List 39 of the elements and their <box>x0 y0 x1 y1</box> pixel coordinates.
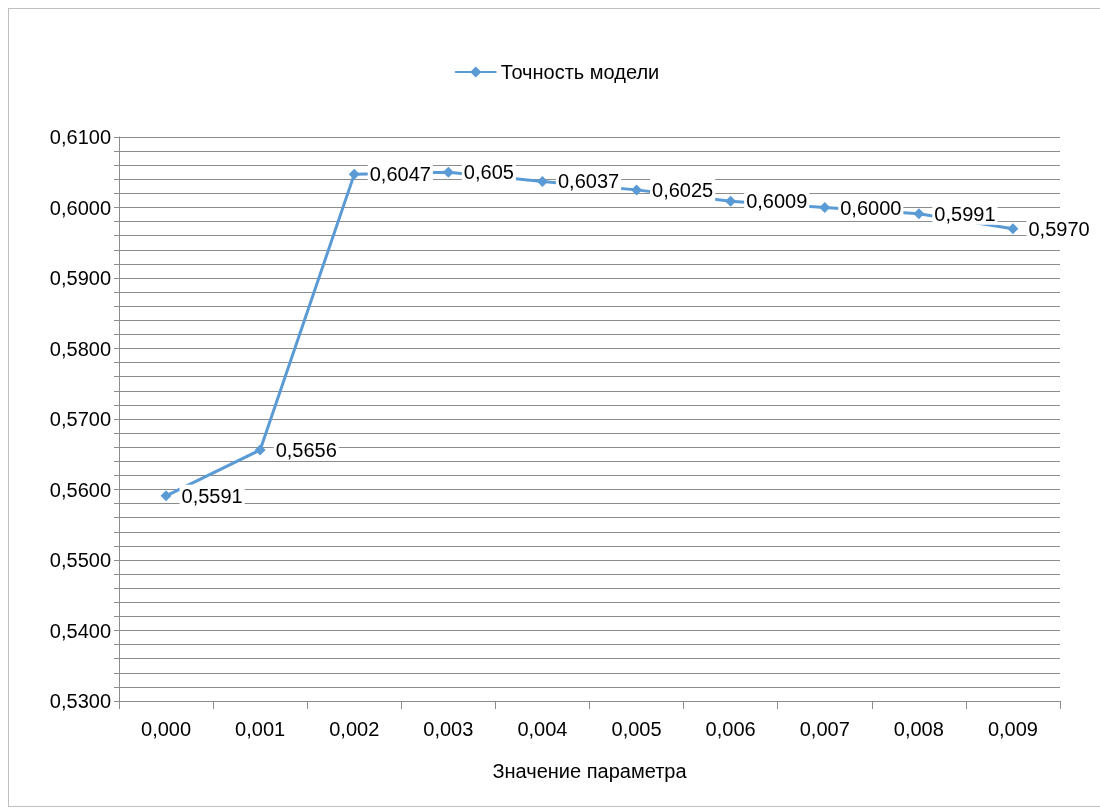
data-label: 0,5656 <box>275 439 337 462</box>
point <box>348 168 360 180</box>
y-tick-label: 0,5800 <box>49 337 111 360</box>
y-tick-label: 0,6000 <box>49 196 111 219</box>
y-tick-label: 0,5500 <box>49 549 111 571</box>
data-label: 0,6037 <box>557 170 620 193</box>
x-tick-label: 0,008 <box>893 718 944 740</box>
y-tick-label: 0,5900 <box>49 267 111 289</box>
point <box>536 175 548 187</box>
data-label: 0,6025 <box>652 178 714 201</box>
y-tick-label: 0,5600 <box>49 478 111 501</box>
data-label: 0,5991 <box>934 202 996 225</box>
x-tick-label: 0,002 <box>329 718 380 740</box>
point <box>913 208 925 220</box>
data-label: 0,6000 <box>840 196 902 219</box>
data-label: 0,6009 <box>746 190 808 213</box>
y-tick-label: 0,5300 <box>49 690 111 712</box>
x-tick-label: 0,005 <box>611 718 662 740</box>
point <box>819 202 831 213</box>
y-tick-label: 0,6100 <box>49 126 111 148</box>
x-tick-label: 0,004 <box>517 718 568 740</box>
x-tick-label: 0,007 <box>799 718 850 740</box>
legend-label: Точность модели <box>500 61 660 83</box>
y-tick-label: 0,5700 <box>49 408 111 430</box>
data-label: 0,5970 <box>1028 217 1090 240</box>
point <box>254 444 266 456</box>
data-label: 0,605 <box>463 161 514 184</box>
point <box>631 184 643 196</box>
x-tick-label: 0,000 <box>141 718 192 740</box>
x-tick-label: 0,003 <box>423 718 474 740</box>
data-label: 0,6047 <box>369 163 431 186</box>
x-tick-label: 0,009 <box>987 718 1038 740</box>
data-label: 0,5591 <box>181 484 243 507</box>
point <box>160 490 172 502</box>
x-tick-label: 0,006 <box>705 718 756 740</box>
x-tick-label: 0,001 <box>235 718 286 740</box>
x-axis-title: Значение параметра <box>492 760 688 782</box>
point <box>1007 223 1019 235</box>
y-tick-label: 0,5400 <box>49 619 111 642</box>
